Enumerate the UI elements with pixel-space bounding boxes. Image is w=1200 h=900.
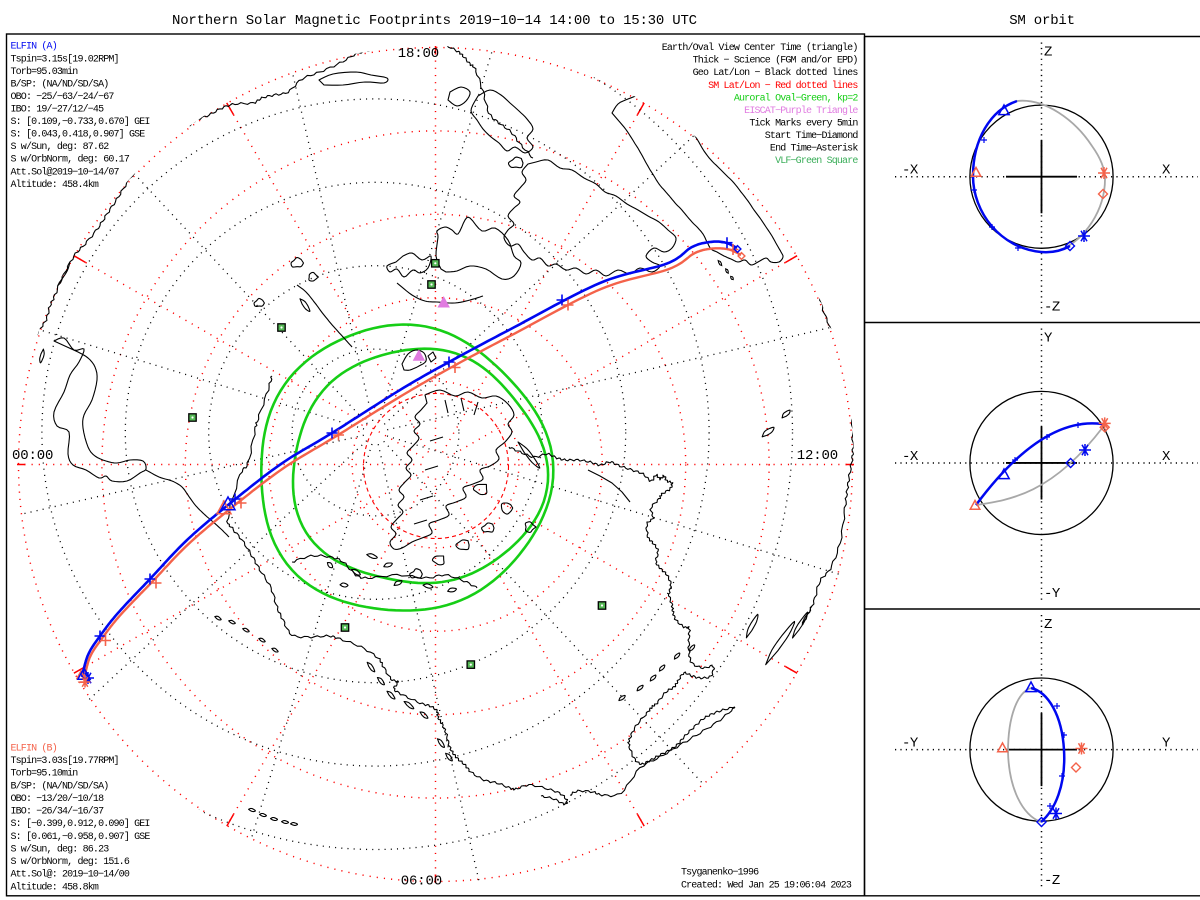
- svg-text:S w/Sun, deg: 87.62: S w/Sun, deg: 87.62: [11, 141, 110, 153]
- svg-text:SM orbit: SM orbit: [1009, 13, 1075, 29]
- svg-text:Start Time−Diamond: Start Time−Diamond: [765, 130, 859, 142]
- svg-text:12:00: 12:00: [797, 448, 838, 464]
- svg-text:Torb=95.03min: Torb=95.03min: [11, 66, 79, 78]
- svg-text:00:00: 00:00: [12, 448, 53, 464]
- svg-text:S w/Sun, deg: 86.23: S w/Sun, deg: 86.23: [11, 844, 110, 856]
- svg-text:X: X: [1162, 163, 1171, 179]
- svg-text:Earth/Oval View Center Time (t: Earth/Oval View Center Time (triangle): [662, 42, 858, 54]
- svg-text:Tick Marks every 5min: Tick Marks every 5min: [749, 118, 858, 130]
- svg-text:S w/OrbNorm, deg: 151.6: S w/OrbNorm, deg: 151.6: [11, 856, 130, 868]
- svg-text:Att.Sol@2019−10−14/07: Att.Sol@2019−10−14/07: [11, 166, 120, 178]
- svg-text:Thick − Science (FGM and/or EP: Thick − Science (FGM and/or EPD): [693, 55, 858, 67]
- svg-text:Altitude: 458.4km: Altitude: 458.4km: [11, 179, 99, 191]
- svg-text:S: [0.061,−0.958,0.907] GSE: S: [0.061,−0.958,0.907] GSE: [11, 831, 151, 843]
- svg-text:Altitude: 458.8km: Altitude: 458.8km: [11, 881, 99, 893]
- svg-text:Att.Sol@: 2019−10−14/00: Att.Sol@: 2019−10−14/00: [11, 869, 130, 881]
- svg-text:SM Lat/Lon − Red dotted lines: SM Lat/Lon − Red dotted lines: [708, 80, 858, 92]
- svg-text:EISCAT−Purple Triangle: EISCAT−Purple Triangle: [744, 105, 858, 117]
- svg-text:18:00: 18:00: [398, 46, 439, 62]
- svg-text:-X: -X: [902, 449, 919, 465]
- svg-text:Auroral Oval−Green, kp=2: Auroral Oval−Green, kp=2: [734, 92, 858, 104]
- svg-text:OBO: −25/−63/−24/−67: OBO: −25/−63/−24/−67: [11, 91, 115, 103]
- svg-text:-Z: -Z: [1044, 300, 1060, 316]
- svg-text:-Y: -Y: [1044, 586, 1061, 602]
- svg-text:ELFIN (A): ELFIN (A): [11, 41, 57, 53]
- svg-text:ELFIN (B): ELFIN (B): [11, 743, 57, 755]
- svg-text:S: [−0.399,0.912,0.090] GEI: S: [−0.399,0.912,0.090] GEI: [11, 818, 150, 830]
- svg-text:Tsyganenko−1996: Tsyganenko−1996: [681, 867, 759, 879]
- svg-text:S w/OrbNorm, deg: 60.17: S w/OrbNorm, deg: 60.17: [11, 154, 130, 166]
- svg-text:End Time−Asterisk: End Time−Asterisk: [770, 143, 858, 155]
- svg-text:-X: -X: [902, 163, 919, 179]
- svg-text:Tspin=3.15s[19.02RPM]: Tspin=3.15s[19.02RPM]: [11, 53, 119, 65]
- svg-text:-Y: -Y: [902, 736, 919, 752]
- svg-text:Northern Solar Magnetic Footpr: Northern Solar Magnetic Footprints 2019−…: [172, 13, 697, 29]
- svg-text:VLF−Green Square: VLF−Green Square: [775, 156, 858, 167]
- svg-text:B/SP: (NA/ND/SD/SA): B/SP: (NA/ND/SD/SA): [11, 780, 109, 792]
- svg-text:B/SP: (NA/ND/SD/SA): B/SP: (NA/ND/SD/SA): [11, 78, 109, 90]
- svg-text:Z: Z: [1044, 617, 1052, 633]
- svg-text:IBO: 19/−27/12/−45: IBO: 19/−27/12/−45: [11, 104, 105, 116]
- svg-text:Z: Z: [1044, 45, 1052, 61]
- svg-text:S: [0.109,−0.733,0.670] GEI: S: [0.109,−0.733,0.670] GEI: [11, 116, 150, 128]
- svg-text:Y: Y: [1162, 736, 1171, 752]
- svg-text:-Z: -Z: [1044, 873, 1060, 889]
- svg-text:S: [0.043,0.418,0.907] GSE: S: [0.043,0.418,0.907] GSE: [11, 129, 146, 141]
- svg-text:IBO: −26/34/−16/37: IBO: −26/34/−16/37: [11, 806, 105, 818]
- svg-text:Geo Lat/Lon − Black dotted lin: Geo Lat/Lon − Black dotted lines: [693, 67, 859, 79]
- svg-text:Torb=95.10min: Torb=95.10min: [11, 768, 79, 780]
- svg-text:Created: Wed Jan 25 19:06:04 2: Created: Wed Jan 25 19:06:04 2023: [681, 880, 852, 892]
- svg-text:06:00: 06:00: [401, 874, 442, 890]
- svg-text:Y: Y: [1044, 331, 1053, 347]
- svg-text:X: X: [1162, 449, 1171, 465]
- svg-text:Tspin=3.03s[19.77RPM]: Tspin=3.03s[19.77RPM]: [11, 755, 119, 767]
- svg-text:OBO: −13/20/−10/18: OBO: −13/20/−10/18: [11, 793, 105, 805]
